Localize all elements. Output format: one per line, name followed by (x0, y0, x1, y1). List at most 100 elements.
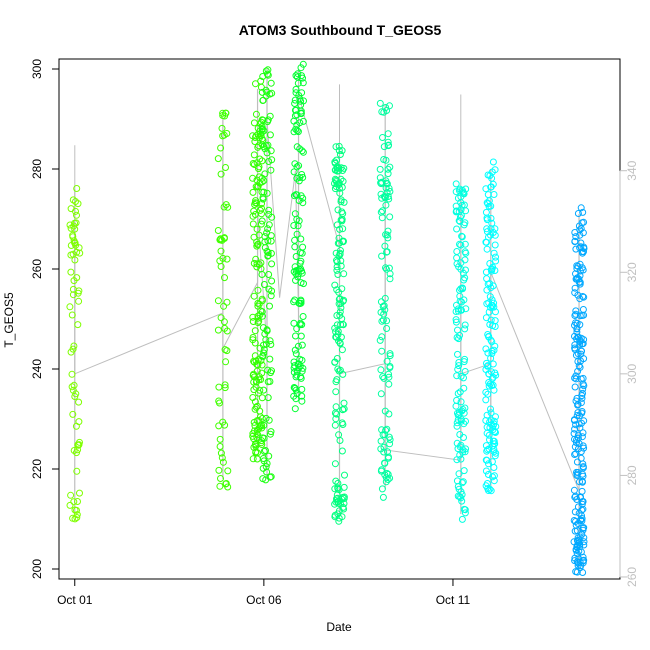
data-point (336, 311, 344, 319)
data-point (576, 336, 584, 344)
data-point (576, 295, 584, 303)
data-point (299, 79, 307, 87)
data-point (258, 128, 266, 136)
data-point (70, 498, 78, 506)
data-point (491, 231, 499, 239)
data-point (217, 247, 225, 255)
data-point (332, 183, 340, 191)
data-point (486, 293, 494, 301)
data-point (331, 324, 339, 332)
data-point (456, 388, 464, 396)
data-point (263, 149, 271, 157)
data-point (453, 225, 461, 233)
data-point (224, 467, 232, 475)
data-point (491, 427, 499, 435)
data-point (384, 170, 392, 178)
data-point (384, 193, 392, 200)
data-point (221, 274, 228, 282)
data-point (383, 469, 391, 477)
data-point (462, 207, 470, 215)
data-point (483, 359, 490, 367)
data-point (487, 368, 495, 376)
data-point (257, 77, 265, 85)
data-point (456, 493, 464, 501)
data-point (297, 64, 305, 72)
data-point (259, 475, 267, 483)
data-point (482, 208, 490, 216)
data-point (458, 497, 466, 505)
data-point (488, 219, 496, 227)
data-point (263, 327, 271, 335)
data-point (578, 512, 585, 520)
data-point (572, 545, 580, 553)
data-point (574, 358, 582, 365)
data-point (297, 101, 305, 109)
data-point (384, 448, 391, 456)
data-point (262, 86, 270, 94)
data-point (290, 358, 298, 366)
data-point (260, 281, 268, 288)
data-point (462, 266, 469, 274)
data-point (334, 206, 342, 214)
data-point (376, 165, 384, 173)
data-point (222, 109, 230, 117)
data-point (492, 257, 500, 265)
data-point (484, 349, 492, 357)
data-point (331, 358, 339, 366)
data-point (251, 339, 259, 347)
data-point (253, 426, 261, 434)
data-point (378, 214, 386, 222)
data-point (296, 145, 304, 153)
data-point (75, 244, 83, 252)
data-point (456, 331, 464, 339)
data-point (258, 123, 266, 130)
data-point (258, 308, 266, 316)
data-point (460, 384, 468, 392)
data-point (251, 352, 259, 360)
data-point (386, 363, 394, 370)
data-point (579, 470, 586, 478)
data-point (335, 517, 343, 525)
data-point (258, 126, 266, 134)
data-point (73, 467, 81, 475)
data-point (482, 396, 490, 404)
data-point (267, 166, 275, 174)
data-point (293, 174, 301, 182)
data-point (335, 252, 343, 260)
data-point (292, 386, 300, 394)
x-tick-label: Oct 01 (57, 593, 93, 607)
data-point (267, 473, 275, 481)
data-point (461, 355, 469, 363)
data-point (336, 225, 344, 233)
data-point (571, 312, 579, 319)
data-point (334, 485, 342, 493)
data-point (573, 265, 581, 273)
data-point (249, 318, 257, 325)
data-point (253, 367, 261, 375)
data-point (67, 268, 75, 276)
data-point (573, 328, 581, 336)
data-point (268, 287, 276, 295)
data-point (376, 99, 384, 107)
data-point (335, 295, 343, 303)
data-point (571, 451, 579, 458)
data-point (384, 165, 392, 173)
data-point (574, 210, 582, 217)
points-layer (66, 60, 588, 576)
data-point (492, 449, 500, 457)
data-point (482, 345, 490, 353)
data-point (490, 477, 498, 485)
data-point (265, 271, 273, 278)
data-point (335, 142, 343, 150)
data-point (453, 422, 461, 430)
data-point (455, 470, 463, 478)
data-point (256, 206, 264, 214)
data-point (333, 376, 341, 384)
data-point (460, 296, 468, 304)
data-point (578, 433, 586, 441)
data-point (260, 127, 268, 135)
data-point (378, 252, 386, 260)
y-tick-label: 280 (30, 159, 44, 179)
data-point (461, 368, 469, 375)
data-point (66, 303, 74, 311)
